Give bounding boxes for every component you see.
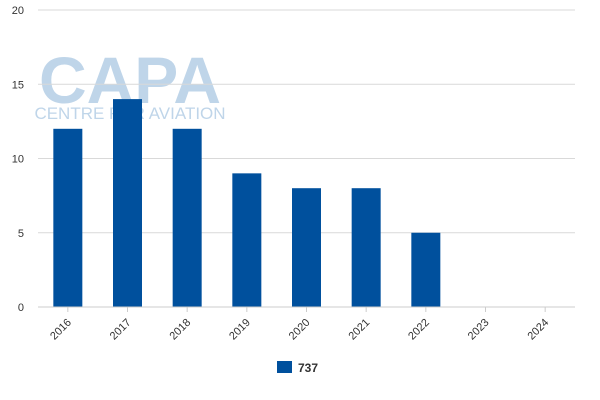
- y-tick-label-20: 20: [12, 5, 24, 17]
- x-tick-label-2023: 2023: [466, 317, 492, 343]
- x-tick-label-2019: 2019: [227, 317, 253, 343]
- x-axis: 2016 2017 2018 2019 2020 2021 2022 2023 2024: [38, 306, 575, 343]
- bar-2021[interactable]: [351, 188, 381, 307]
- legend-swatch-737: [277, 361, 292, 373]
- x-tick-label-2021: 2021: [346, 317, 372, 343]
- bar-2016[interactable]: [53, 128, 83, 307]
- y-tick-label-10: 10: [12, 154, 24, 166]
- y-tick-label-15: 15: [12, 79, 24, 91]
- y-tick-label-0: 0: [18, 302, 24, 314]
- y-axis: 0 5 10 15 20: [12, 5, 24, 314]
- bar-2017[interactable]: [113, 99, 142, 307]
- x-tick-label-2024: 2024: [525, 317, 551, 343]
- bar-2022[interactable]: [411, 232, 441, 307]
- legend[interactable]: 737: [277, 361, 318, 375]
- legend-label-737: 737: [298, 361, 318, 375]
- y-tick-label-5: 5: [18, 228, 24, 240]
- bars: [53, 99, 441, 307]
- bar-2018[interactable]: [172, 128, 202, 307]
- x-tick-label-2016: 2016: [48, 317, 74, 343]
- x-tick-label-2017: 2017: [108, 317, 134, 343]
- bar-2019[interactable]: [232, 173, 262, 307]
- x-tick-label-2022: 2022: [406, 317, 432, 343]
- bar-2020[interactable]: [292, 188, 321, 307]
- x-tick-label-2018: 2018: [167, 317, 193, 343]
- x-tick-label-2020: 2020: [287, 317, 313, 343]
